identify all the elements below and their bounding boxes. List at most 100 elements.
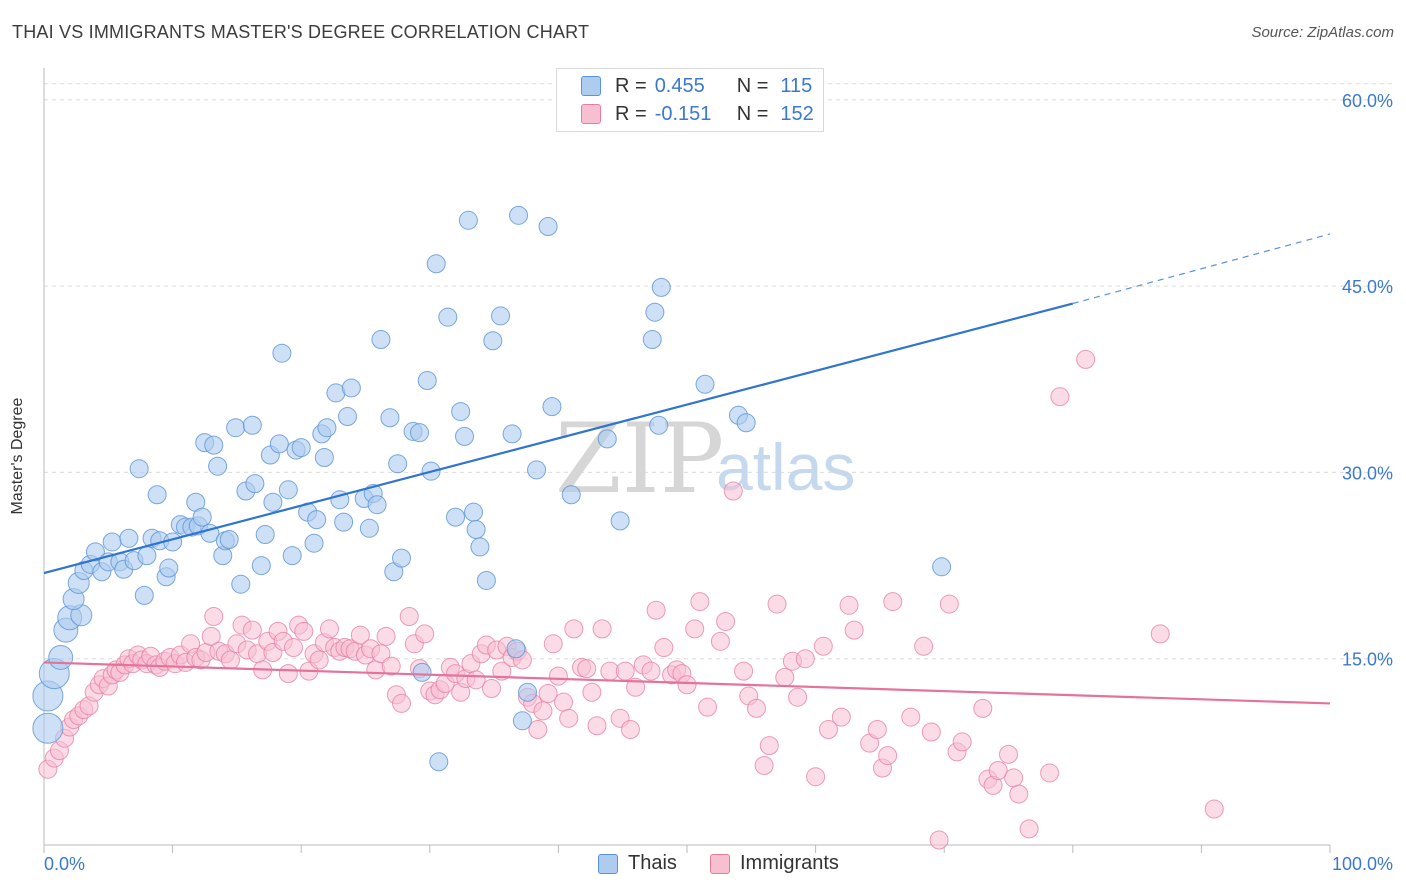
immigrants-point (1150, 624, 1170, 644)
immigrants-point (878, 746, 898, 766)
thais-point (263, 492, 283, 512)
y-tick-label: 30.0% (1342, 463, 1393, 483)
thais-point (278, 480, 298, 500)
tick-labels: 15.0% 30.0% 45.0% 60.0% 0.0% 100.0% (44, 91, 1393, 874)
immigrants-point (538, 683, 558, 703)
gridlines (44, 83, 1392, 660)
thais-point (282, 546, 302, 566)
thais-point (159, 558, 179, 578)
immigrants-point (554, 692, 574, 712)
immigrants-label: Immigrants (740, 852, 839, 874)
immigrants-point (775, 667, 795, 687)
immigrants-point (767, 594, 787, 614)
immigrants-point (1076, 349, 1096, 369)
watermark-zip: ZIP (555, 403, 724, 515)
thais-point (388, 454, 408, 474)
bottom-legend-immigrants[interactable]: Immigrants (710, 852, 839, 875)
bottom-legend-thais[interactable]: Thais (598, 852, 677, 875)
x-tick-label: 0.0% (44, 854, 85, 874)
legend-n-label: N = (736, 74, 769, 97)
y-tick-label: 45.0% (1342, 277, 1393, 297)
thais-point (192, 507, 212, 527)
thais-point (337, 407, 357, 427)
immigrants-point (929, 830, 949, 850)
thais-point (129, 459, 149, 479)
immigrants-point (548, 666, 568, 686)
immigrants-point (641, 661, 661, 681)
immigrants-point (698, 697, 718, 717)
immigrants-point (587, 716, 607, 736)
thais-point (147, 485, 167, 505)
thais-point (119, 528, 139, 548)
thais-point (610, 511, 630, 531)
immigrants-point (528, 720, 548, 739)
legend-r-label: R = (615, 102, 647, 125)
legend: R = 0.455 N = 115 R = -0.151 N = 152 (556, 68, 824, 132)
thais-point (736, 413, 756, 433)
immigrants-point (685, 619, 705, 639)
thais-point (245, 474, 265, 494)
immigrants-point (482, 679, 502, 699)
immigrants-point (710, 631, 730, 651)
legend-r-label: R = (615, 74, 647, 97)
immigrants-point (350, 625, 370, 645)
immigrants-point (415, 624, 435, 644)
immigrants-point (759, 736, 779, 756)
thais-point (231, 574, 251, 594)
immigrants-point (734, 661, 754, 681)
thais-label: Thais (628, 852, 677, 874)
thais-point (645, 302, 665, 322)
immigrants-point (795, 649, 815, 669)
thais-point (359, 518, 379, 538)
thais-point (371, 330, 391, 350)
immigrants-point (999, 744, 1018, 764)
thais-point (476, 570, 496, 590)
immigrants-point (399, 606, 419, 626)
legend-swatch-thais (581, 76, 601, 96)
immigrants-point (677, 675, 697, 695)
immigrants-point (392, 693, 412, 713)
thais-point (417, 371, 437, 391)
immigrants-point (371, 644, 391, 664)
thais-point (219, 529, 239, 549)
chart-title: THAI VS IMMIGRANTS MASTER'S DEGREE CORRE… (12, 22, 590, 42)
immigrants-point (839, 595, 859, 615)
immigrants-point (1204, 799, 1224, 819)
source-label: Source: ZipAtlas.com (1251, 24, 1394, 41)
immigrants-point (201, 626, 221, 646)
immigrants-point (620, 720, 640, 739)
thais-point (426, 254, 446, 274)
immigrants-point (242, 620, 262, 640)
thais-point (695, 374, 715, 394)
thais-swatch (598, 853, 618, 874)
immigrants-swatch (710, 853, 730, 874)
legend-r-value: -0.151 (654, 102, 712, 125)
immigrants-point (577, 659, 597, 679)
legend-n-value: 115 (780, 74, 813, 97)
thais-point (48, 644, 74, 670)
thais-point (317, 418, 337, 438)
thais-point (509, 205, 529, 225)
legend-swatch-immigrants (581, 104, 601, 124)
thais-point (242, 415, 262, 435)
thais-point (314, 448, 334, 468)
immigrants-point (592, 619, 612, 639)
thais-point (518, 682, 538, 702)
immigrants-point (883, 592, 903, 612)
immigrants-point (818, 720, 838, 739)
immigrants-point (813, 636, 833, 656)
thais-point (410, 423, 430, 443)
thais-point (451, 402, 471, 422)
thais-point (455, 426, 475, 446)
thais-trend-line (43, 302, 1074, 575)
immigrants-point (381, 656, 401, 676)
thais-point (204, 435, 224, 455)
immigrants-point (626, 677, 646, 697)
legend-n-value: 152 (780, 102, 814, 125)
thais-point (561, 485, 581, 505)
thais-point (542, 397, 562, 417)
thais-point (502, 424, 522, 444)
immigrants-point (1040, 763, 1060, 783)
immigrants-point (914, 636, 934, 656)
